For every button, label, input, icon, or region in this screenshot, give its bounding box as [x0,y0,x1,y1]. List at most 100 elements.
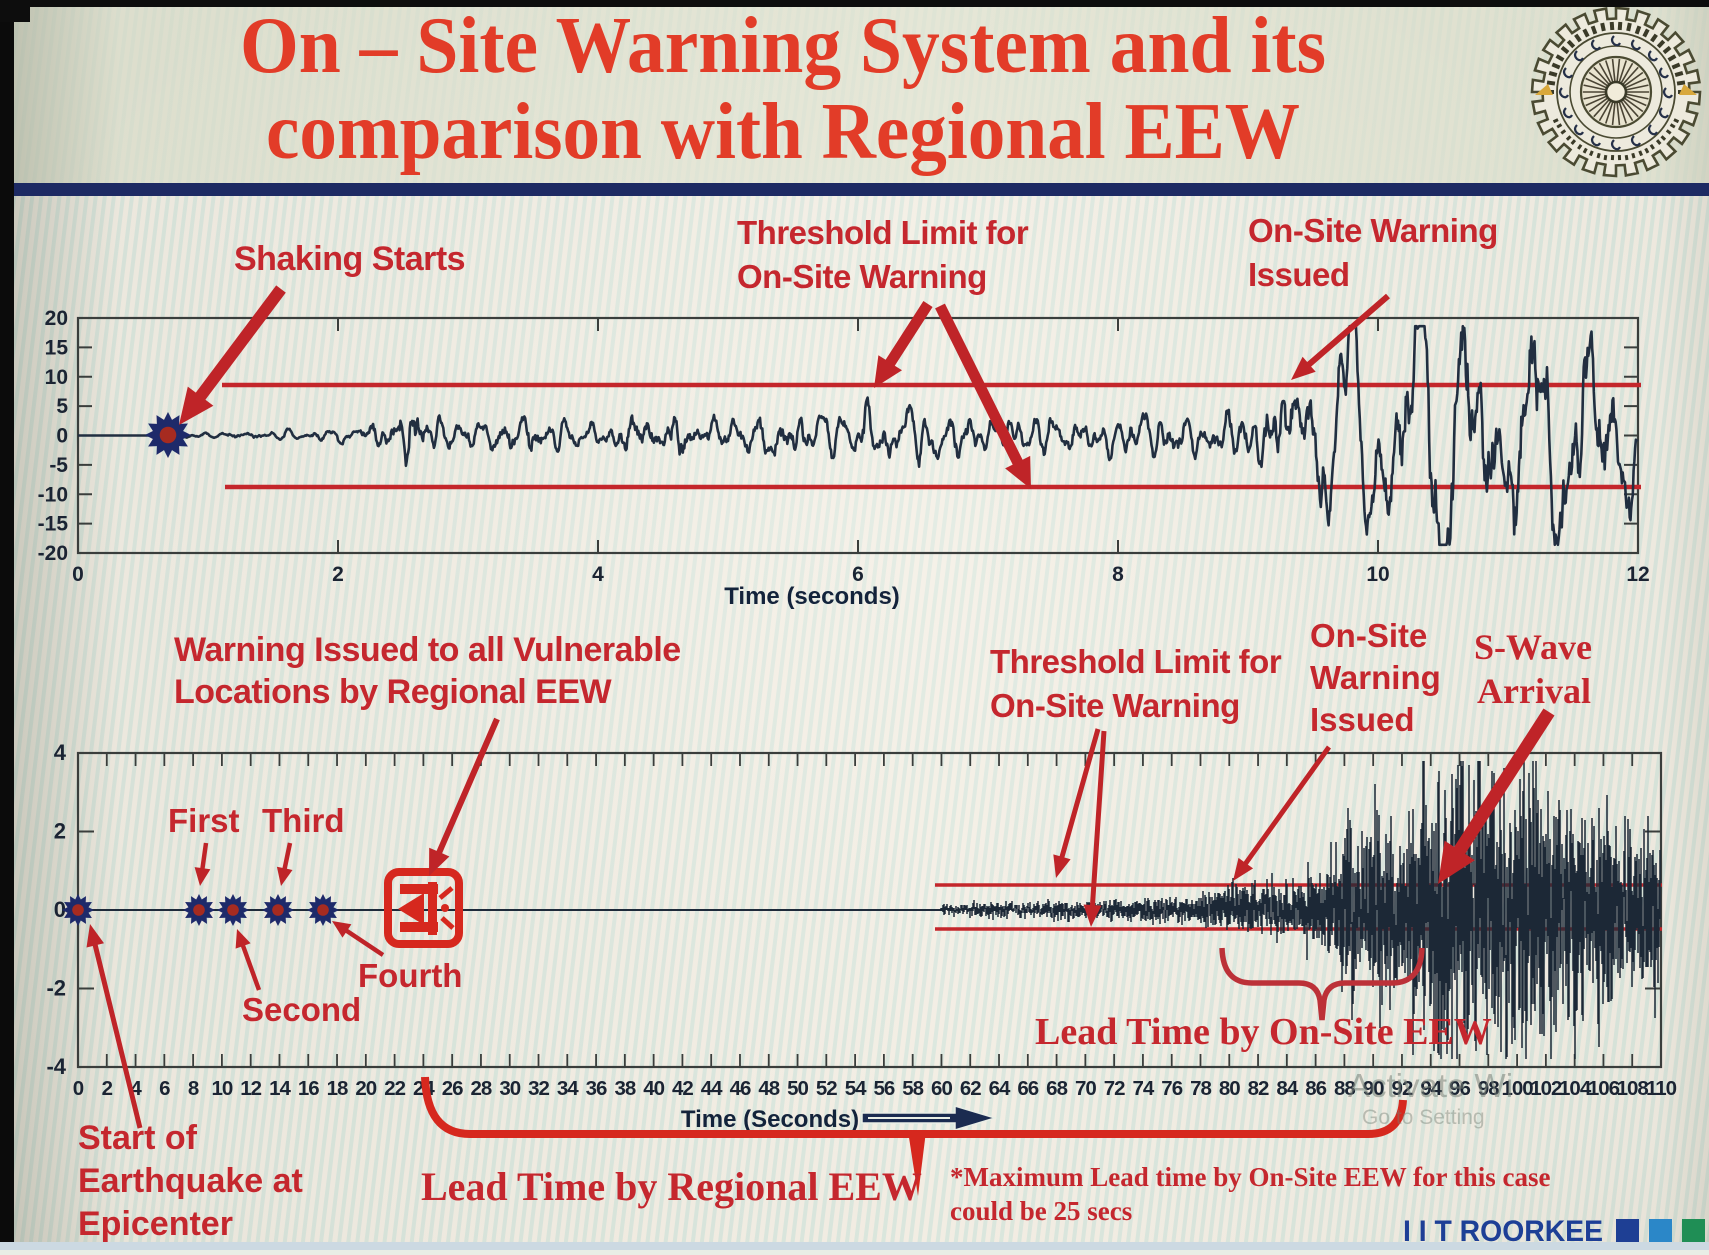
svg-text:106: 106 [1588,1077,1620,1100]
svg-text:8: 8 [188,1077,199,1100]
svg-text:100: 100 [1501,1077,1533,1100]
svg-text:Fourth: Fourth [358,957,462,994]
svg-text:64: 64 [989,1077,1011,1100]
svg-text:78: 78 [1190,1077,1211,1100]
svg-text:56: 56 [873,1077,894,1100]
svg-text:0: 0 [56,425,68,448]
svg-text:72: 72 [1104,1077,1125,1100]
svg-text:10: 10 [212,1077,233,1100]
svg-text:46: 46 [730,1077,751,1100]
svg-text:18: 18 [327,1077,348,1100]
svg-text:-2: -2 [46,976,66,1001]
svg-text:76: 76 [1161,1077,1182,1100]
svg-text:44: 44 [701,1077,723,1100]
svg-text:On-Site Warning: On-Site Warning [1248,212,1498,249]
svg-text:Arrival: Arrival [1477,671,1591,711]
svg-text:Shaking Starts: Shaking Starts [234,240,465,278]
svg-text:Warning Issued to all Vulnerab: Warning Issued to all Vulnerable [174,631,681,669]
svg-text:2: 2 [332,563,344,586]
svg-text:Go to Setting: Go to Setting [1362,1106,1485,1129]
svg-text:could be 25 secs: could be 25 secs [950,1196,1132,1226]
svg-text:26: 26 [442,1077,463,1100]
svg-text:-5: -5 [49,454,68,477]
svg-text:-10: -10 [38,483,68,506]
svg-text:36: 36 [586,1077,607,1100]
svg-text:16: 16 [298,1077,319,1100]
svg-text:Locations by Regional EEW: Locations by Regional EEW [174,673,613,711]
svg-text:102: 102 [1530,1077,1562,1100]
svg-text:50: 50 [787,1077,808,1100]
svg-text:58: 58 [902,1077,923,1100]
svg-text:0: 0 [54,897,66,922]
svg-text:Time (Seconds): Time (Seconds) [681,1106,859,1133]
svg-text:74: 74 [1133,1077,1155,1100]
svg-text:96: 96 [1449,1077,1470,1100]
svg-text:10: 10 [1366,563,1389,586]
svg-text:108: 108 [1617,1077,1649,1100]
svg-text:70: 70 [1075,1077,1096,1100]
svg-text:Time (seconds): Time (seconds) [724,583,900,610]
svg-text:38: 38 [614,1077,635,1100]
svg-text:86: 86 [1305,1077,1326,1100]
svg-text:68: 68 [1046,1077,1067,1100]
svg-text:Issued: Issued [1248,256,1350,293]
svg-text:94: 94 [1420,1077,1442,1100]
svg-text:-20: -20 [38,542,68,565]
svg-text:6: 6 [159,1077,170,1100]
svg-text:12: 12 [240,1077,261,1100]
svg-text:2: 2 [54,819,66,844]
svg-text:66: 66 [1017,1077,1038,1100]
svg-text:14: 14 [269,1077,291,1100]
svg-text:10: 10 [45,366,68,389]
svg-text:20: 20 [45,307,68,330]
svg-text:-15: -15 [38,513,69,536]
svg-text:34: 34 [557,1077,579,1100]
svg-text:40: 40 [643,1077,664,1100]
svg-text:Lead Time by Regional EEW: Lead Time by Regional EEW [421,1164,922,1209]
svg-text:22: 22 [384,1077,405,1100]
svg-text:0: 0 [73,1077,84,1100]
svg-text:S-Wave: S-Wave [1474,627,1592,667]
svg-text:First: First [168,802,240,839]
svg-text:On-Site Warning: On-Site Warning [737,258,987,295]
svg-text:15: 15 [45,336,69,359]
svg-text:12: 12 [1626,563,1649,586]
svg-text:Threshold Limit for: Threshold Limit for [737,214,1029,251]
svg-text:110: 110 [1646,1077,1677,1100]
svg-text:28: 28 [471,1077,492,1100]
svg-text:84: 84 [1276,1077,1298,1100]
svg-text:80: 80 [1219,1077,1240,1100]
svg-text:On-Site Warning: On-Site Warning [990,687,1240,724]
svg-text:Second: Second [242,991,361,1028]
svg-text:comparison with Regional EEW: comparison with Regional EEW [266,88,1300,176]
svg-text:62: 62 [960,1077,981,1100]
svg-text:On-Site: On-Site [1310,617,1427,654]
svg-text:5: 5 [56,395,68,418]
svg-text:Earthquake at: Earthquake at [78,1162,303,1200]
svg-text:90: 90 [1363,1077,1384,1100]
svg-text:2: 2 [102,1077,113,1100]
svg-text:Issued: Issued [1310,701,1415,738]
svg-text:8: 8 [1112,563,1124,586]
svg-text:Epicenter: Epicenter [78,1205,233,1243]
svg-text:Activate Wi: Activate Wi [1348,1067,1513,1104]
svg-text:4: 4 [54,740,67,765]
svg-text:4: 4 [592,563,604,586]
svg-text:82: 82 [1248,1077,1269,1100]
svg-text:6: 6 [852,563,864,586]
svg-text:Threshold Limit for: Threshold Limit for [990,643,1282,680]
svg-text:20: 20 [355,1077,376,1100]
svg-text:52: 52 [816,1077,837,1100]
svg-text:0: 0 [72,563,84,586]
svg-text:54: 54 [845,1077,867,1100]
svg-text:92: 92 [1392,1077,1413,1100]
svg-text:48: 48 [758,1077,779,1100]
svg-text:Lead Time by On-Site EEW: Lead Time by On-Site EEW [1035,1011,1492,1053]
svg-text:-4: -4 [46,1054,66,1079]
svg-text:Warning: Warning [1310,659,1441,696]
svg-text:Third: Third [262,802,344,839]
svg-text:*Maximum Lead time by On-Site: *Maximum Lead time by On-Site EEW for th… [950,1162,1551,1192]
svg-text:On – Site Warning System and i: On – Site Warning System and its [240,2,1326,90]
svg-text:104: 104 [1559,1077,1592,1100]
svg-text:98: 98 [1478,1077,1499,1100]
